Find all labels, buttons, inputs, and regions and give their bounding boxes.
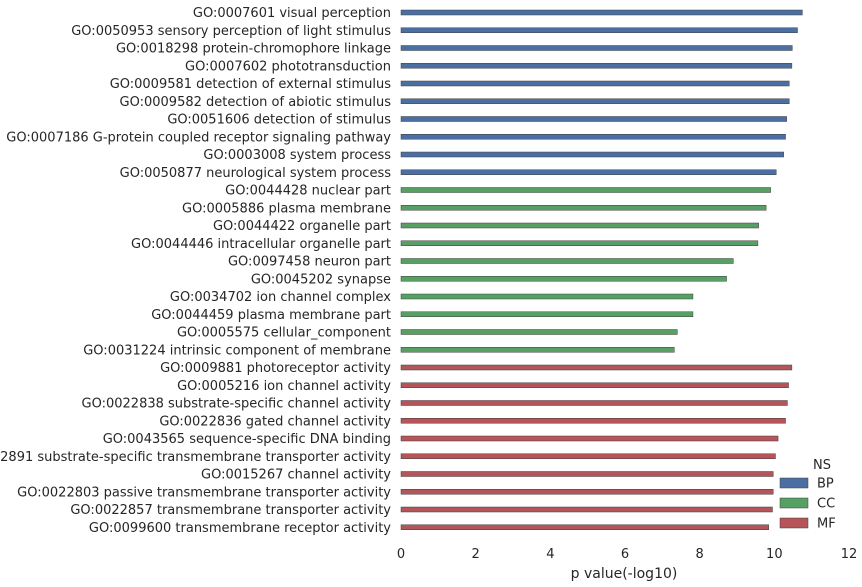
bar-cc [400,329,678,335]
x-axis-title: p value(-log10) [571,566,678,582]
category-label: GO:0097458 neuron part [228,255,391,270]
category-label: GO:0005575 cellular_component [177,326,391,341]
x-tick-label: 2 [472,547,480,562]
category-label: GO:0044459 plasma membrane part [151,308,391,323]
bar-bp [400,151,784,158]
category-label: GO:0007186 G-protein coupled receptor si… [6,130,391,145]
bar-mf [400,364,793,371]
category-label: GO:0022803 passive transmembrane transpo… [17,485,391,500]
bar-mf [400,489,774,495]
category-label: GO:0051606 detection of stimulus [167,113,391,128]
bar-bp [400,63,793,69]
category-label: GO:0018298 protein-chromophore linkage [116,42,391,57]
legend-label-mf: MF [817,517,836,532]
bar-bp [400,45,793,51]
category-label: GO:0031224 intrinsic component of membra… [83,343,391,358]
category-label: GO:0043565 sequence-specific DNA binding [103,432,391,447]
x-tick-label: 8 [696,547,704,562]
bar-cc [400,222,759,229]
category-label: GO:0044428 nuclear part [225,184,391,199]
category-labels: GO:0007601 visual perception GO:0050953 s… [0,6,391,536]
legend: NS BP CC MF [779,458,836,532]
bars-group [400,9,803,530]
bar-cc [400,347,675,353]
category-label: GO:0005886 plasma membrane [182,201,391,216]
bar-bp [400,80,790,87]
bar-cc [400,293,694,300]
x-axis-ticks: 0 2 4 6 8 10 12 [397,547,857,562]
category-label: GO:0022838 substrate-specific channel ac… [82,397,392,412]
bar-cc [400,205,767,211]
bar-bp [400,9,803,16]
category-label: GO:0044446 intracellular organelle part [131,237,391,252]
category-label: GO:0015267 channel activity [201,468,391,483]
category-label: GO:0099600 transmembrane receptor activi… [89,521,391,536]
bar-bp [400,169,777,175]
bar-mf [400,400,788,406]
category-label: GO:0034702 ion channel complex [170,290,391,305]
category-label: GO:0022836 gated channel activity [159,414,391,429]
bar-bp [400,98,790,104]
category-label: GO:0022857 transmembrane transporter act… [70,503,391,518]
legend-label-bp: BP [817,477,834,492]
bar-cc [400,311,694,317]
category-label: GO:0050877 neurological system process [120,166,392,181]
category-label: GO:0022891 substrate-specific transmembr… [0,450,391,465]
category-label: GO:0009582 detection of abiotic stimulus [120,95,392,110]
bar-bp [400,116,787,122]
bar-bp [400,134,786,140]
x-tick-label: 0 [397,547,405,562]
legend-title: NS [813,458,831,473]
bar-cc [400,258,734,264]
x-tick-label: 10 [766,547,783,562]
category-label: GO:0044422 organelle part [213,219,391,234]
x-tick-label: 4 [546,547,554,562]
x-tick-label: 12 [841,547,858,562]
legend-swatch-bp [779,477,809,489]
bar-mf [400,506,773,513]
bar-mf [400,418,786,424]
bar-mf [400,382,789,388]
category-label: GO:0005216 ion channel activity [177,379,391,394]
bar-cc [400,240,759,246]
legend-swatch-mf [779,517,809,529]
x-tick-label: 6 [621,547,629,562]
category-label: GO:0003008 system process [203,148,391,163]
category-label: GO:0045202 synapse [251,272,391,287]
category-label: GO:0009581 detection of external stimulu… [110,77,392,92]
bar-cc [400,187,771,193]
category-label: GO:0009881 photoreceptor activity [160,361,391,376]
bar-mf [400,471,774,477]
legend-swatch-cc [779,497,809,509]
bar-mf [400,435,779,442]
bar-mf [400,524,769,530]
bar-mf [400,453,776,459]
category-label: GO:0007601 visual perception [193,6,391,21]
category-label: GO:0007602 phototransduction [185,59,391,74]
category-label: GO:0050953 sensory perception of light s… [71,24,391,39]
bar-cc [400,276,727,282]
legend-label-cc: CC [817,497,835,512]
bar-bp [400,27,798,33]
